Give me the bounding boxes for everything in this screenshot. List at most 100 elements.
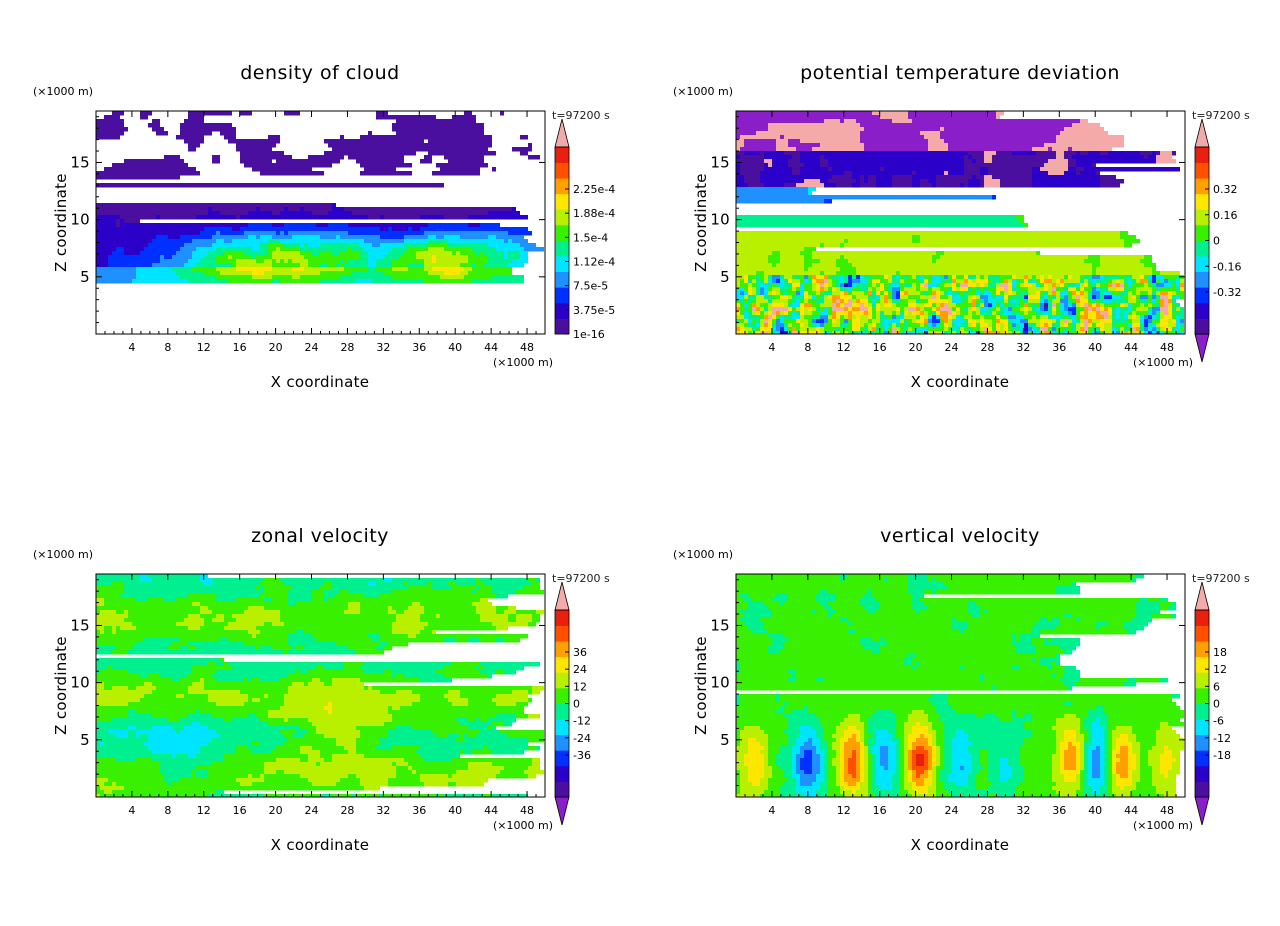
contour-cell (1180, 307, 1184, 312)
contour-cell (1032, 147, 1048, 152)
contour-cell (1064, 730, 1076, 735)
contour-cell (1024, 311, 1028, 316)
contour-cell (832, 287, 836, 292)
contour-cell (312, 782, 336, 787)
contour-cell (1108, 311, 1112, 316)
contour-cell (1000, 283, 1008, 288)
contour-cell (356, 650, 384, 655)
contour-field (736, 111, 1184, 335)
contour-cell (920, 311, 924, 316)
contour-cell (404, 582, 408, 587)
contour-cell (1072, 295, 1076, 300)
contour-cell (812, 750, 816, 755)
contour-cell (268, 722, 312, 727)
contour-cell (240, 215, 368, 220)
contour-cell (388, 710, 524, 715)
contour-cell (900, 279, 904, 284)
contour-cell (856, 315, 860, 320)
contour-cell (944, 327, 948, 332)
contour-cell (1064, 778, 1076, 783)
contour-cell (960, 766, 964, 771)
contour-cell (1168, 319, 1172, 324)
contour-cell (936, 730, 944, 735)
contour-cell (216, 670, 296, 675)
contour-cell (892, 303, 896, 308)
colorbar-segment (1195, 625, 1209, 642)
contour-cell (1088, 303, 1092, 308)
contour-cell (984, 319, 992, 324)
contour-cell (1088, 295, 1092, 300)
contour-cell (788, 139, 800, 144)
contour-cell (1052, 726, 1080, 731)
contour-cell (984, 275, 988, 280)
contour-cell (1064, 614, 1072, 619)
contour-cell (472, 602, 492, 607)
contour-cell (928, 287, 932, 292)
contour-cell (844, 794, 868, 798)
x-tick-label: 36 (1052, 341, 1066, 354)
contour-cell (900, 275, 904, 280)
contour-cell (832, 291, 840, 296)
colorbar-label: 0.32 (1213, 183, 1238, 196)
contour-cell (924, 291, 928, 296)
contour-cell (96, 247, 116, 252)
contour-cell (800, 762, 812, 767)
contour-cell (320, 750, 348, 755)
contour-cell (468, 698, 492, 703)
contour-cell (1060, 618, 1076, 623)
contour-cell (816, 734, 824, 739)
contour-cell (180, 778, 236, 783)
contour-cell (880, 754, 888, 759)
contour-cell (800, 315, 804, 320)
chart-title: potential temperature deviation (800, 62, 1120, 84)
colorbar-segment (555, 610, 569, 626)
contour-cell (900, 319, 904, 324)
contour-cell (884, 167, 964, 172)
contour-cell (1140, 331, 1144, 335)
contour-cell (1108, 307, 1112, 312)
contour-cell (96, 227, 204, 232)
contour-cell (1172, 614, 1176, 619)
contour-cell (1088, 710, 1104, 715)
contour-cell (764, 159, 772, 164)
contour-cell (1132, 770, 1140, 775)
contour-cell (232, 666, 316, 671)
contour-cell (736, 582, 908, 587)
colorbar-segment (1195, 765, 1209, 782)
contour-cell (504, 638, 520, 643)
contour-cell (1020, 758, 1052, 763)
contour-cell (860, 602, 880, 607)
contour-cell (512, 239, 528, 244)
contour-cell (880, 762, 888, 767)
x-tick-label: 16 (873, 341, 887, 354)
contour-cell (780, 786, 796, 791)
contour-cell (952, 331, 956, 335)
contour-cell (96, 131, 124, 136)
contour-cell (988, 303, 992, 308)
chart-title: density of cloud (240, 62, 400, 84)
contour-cell (132, 622, 176, 627)
contour-cell (1060, 311, 1064, 316)
contour-cell (484, 794, 492, 798)
colorbar-segment (1195, 734, 1209, 751)
panel-potential-temperature-deviation: potential temperature deviation (×1000 m)… (640, 0, 1280, 463)
x-tick-label: 8 (804, 341, 811, 354)
contour-cell (104, 782, 112, 787)
contour-cell (864, 754, 868, 759)
contour-cell (840, 746, 844, 751)
contour-cell (96, 123, 124, 128)
contour-cell (1140, 291, 1148, 296)
contour-cell (1024, 726, 1052, 731)
contour-cell (96, 686, 104, 691)
contour-cell (984, 714, 996, 719)
contour-cell (1048, 283, 1052, 288)
contour-cell (136, 730, 176, 735)
contour-cell (848, 574, 908, 579)
contour-cell (1116, 323, 1128, 328)
contour-cell (348, 155, 404, 160)
contour-cell (1032, 714, 1064, 719)
x-tick-label: 32 (1016, 341, 1030, 354)
contour-cell (204, 271, 220, 276)
contour-cell (464, 738, 528, 743)
contour-cell (764, 730, 784, 735)
